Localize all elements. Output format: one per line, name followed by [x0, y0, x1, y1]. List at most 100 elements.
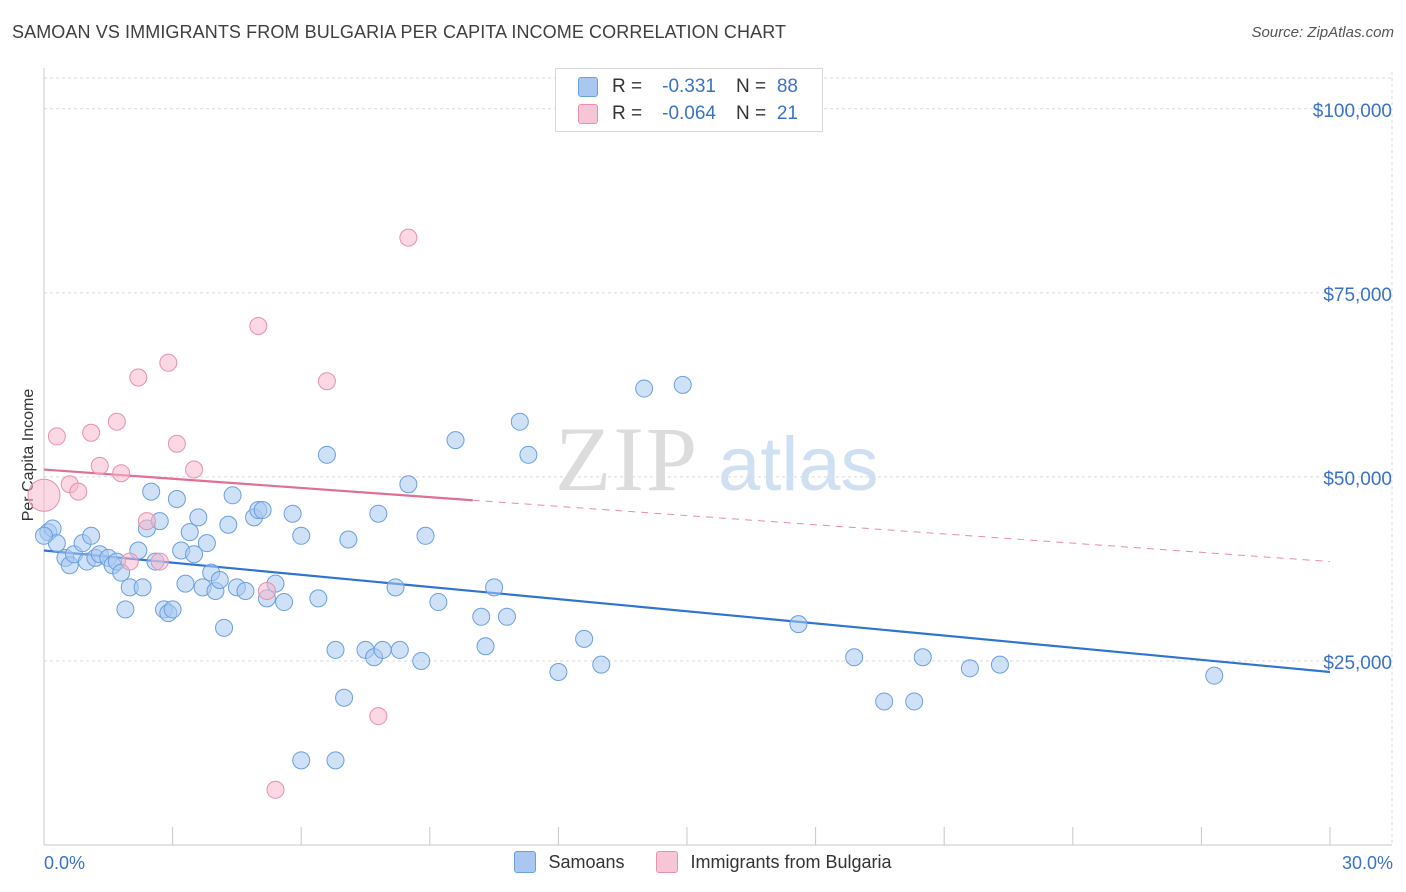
- x-tick-label: 30.0%: [1342, 853, 1393, 873]
- source-credit: Source: ZipAtlas.com: [1251, 24, 1394, 41]
- samoans-point: [339, 530, 358, 549]
- samoans-point: [180, 523, 199, 542]
- samoans-point: [575, 629, 594, 648]
- series-legend: Samoans Immigrants from Bulgaria: [0, 851, 1406, 873]
- bulgaria-point: [107, 412, 126, 431]
- bulgaria-swatch: [656, 851, 679, 873]
- legend-label: Immigrants from Bulgaria: [690, 851, 892, 872]
- bulgaria-trendline-dashed: [472, 499, 1331, 563]
- samoans-point: [197, 534, 216, 553]
- samoans-point: [369, 504, 388, 523]
- samoans-point: [476, 637, 495, 656]
- samoans-point: [167, 489, 186, 508]
- samoans-point: [142, 482, 161, 501]
- r-label: R =: [612, 76, 643, 97]
- y-tick-label: $75,000: [1323, 285, 1392, 306]
- samoans-point: [635, 379, 654, 398]
- bulgaria-point: [90, 456, 109, 475]
- samoans-point: [335, 688, 354, 707]
- samoans-point: [82, 526, 101, 545]
- data-points: [27, 228, 1224, 799]
- n-label: N =: [736, 103, 767, 124]
- samoans-point: [673, 375, 692, 394]
- samoans-point: [219, 515, 238, 534]
- samoans-point: [913, 648, 932, 667]
- samoans-point: [275, 593, 294, 612]
- samoans-point: [210, 570, 229, 589]
- samoans-point: [875, 692, 894, 711]
- samoans-point: [292, 751, 311, 770]
- samoans-point: [412, 651, 431, 670]
- bulgaria-point: [82, 423, 101, 442]
- samoans-point: [253, 501, 272, 520]
- n-label: N =: [736, 76, 767, 97]
- samoans-point: [163, 600, 182, 619]
- y-tick-label: $50,000: [1323, 469, 1392, 490]
- tick-labels: $25,000 $50,000 $75,000 $100,000 0.0% 30.0%: [44, 101, 1393, 873]
- samoans-point: [510, 412, 529, 431]
- samoans-point: [317, 445, 336, 464]
- bulgaria-point: [27, 478, 61, 512]
- bulgaria-point: [112, 464, 131, 483]
- samoans-point: [845, 648, 864, 667]
- watermark: ZIP atlas: [555, 408, 879, 510]
- samoans-point: [399, 475, 418, 494]
- samoans-point: [326, 751, 345, 770]
- samoans-point: [1205, 666, 1224, 685]
- bulgaria-point: [47, 427, 66, 446]
- samoans-point: [429, 593, 448, 612]
- samoans-point: [326, 640, 345, 659]
- bulgaria-point: [257, 582, 276, 601]
- bulgaria-point: [150, 552, 169, 571]
- watermark-atlas: atlas: [718, 422, 879, 507]
- samoans-point: [905, 692, 924, 711]
- samoans-point: [990, 655, 1009, 674]
- bulgaria-point: [69, 482, 88, 501]
- bulgaria-point: [129, 368, 148, 387]
- samoans-point: [373, 640, 392, 659]
- samoans-point: [390, 640, 409, 659]
- legend-row-bulgaria: R = -0.064 N = 21: [578, 101, 798, 127]
- samoans-point: [236, 582, 255, 601]
- samoans-swatch: [514, 851, 537, 873]
- samoans-point: [309, 589, 328, 608]
- samoans-point: [215, 618, 234, 637]
- samoans-point: [960, 659, 979, 678]
- bulgaria-point: [137, 512, 156, 531]
- samoans-point: [283, 504, 302, 523]
- r-label: R =: [612, 103, 643, 124]
- bulgaria-point: [249, 316, 268, 335]
- bulgaria-point: [185, 460, 204, 479]
- samoans-swatch: [578, 77, 598, 97]
- samoans-point: [789, 615, 808, 634]
- samoans-point: [189, 508, 208, 527]
- samoans-point: [485, 578, 504, 597]
- bulgaria-point: [120, 552, 139, 571]
- samoans-trendline: [43, 549, 1331, 674]
- samoans-point: [386, 578, 405, 597]
- samoans-point: [549, 662, 568, 681]
- legend-label: Samoans: [548, 851, 625, 872]
- bulgaria-swatch: [578, 104, 598, 124]
- r-value: -0.064: [662, 103, 716, 124]
- axes: [43, 68, 1392, 846]
- samoans-point: [176, 574, 195, 593]
- bulgaria-point: [317, 372, 336, 391]
- bulgaria-point: [399, 228, 418, 247]
- legend-item-bulgaria[interactable]: Immigrants from Bulgaria: [656, 851, 892, 873]
- x-tick-label: 0.0%: [44, 853, 85, 873]
- y-tick-label: $100,000: [1313, 101, 1392, 122]
- samoans-point: [592, 655, 611, 674]
- samoans-point: [497, 607, 516, 626]
- samoans-point: [116, 600, 135, 619]
- y-tick-label: $25,000: [1323, 653, 1392, 674]
- correlation-legend: R = -0.331 N = 88 R = -0.064 N = 21: [555, 68, 823, 132]
- samoans-point: [223, 486, 242, 505]
- samoans-point: [472, 607, 491, 626]
- samoans-point: [416, 526, 435, 545]
- legend-row-samoans: R = -0.331 N = 88: [578, 74, 798, 100]
- legend-item-samoans[interactable]: Samoans: [514, 851, 624, 873]
- n-value: 88: [776, 76, 798, 97]
- bulgaria-point: [167, 434, 186, 453]
